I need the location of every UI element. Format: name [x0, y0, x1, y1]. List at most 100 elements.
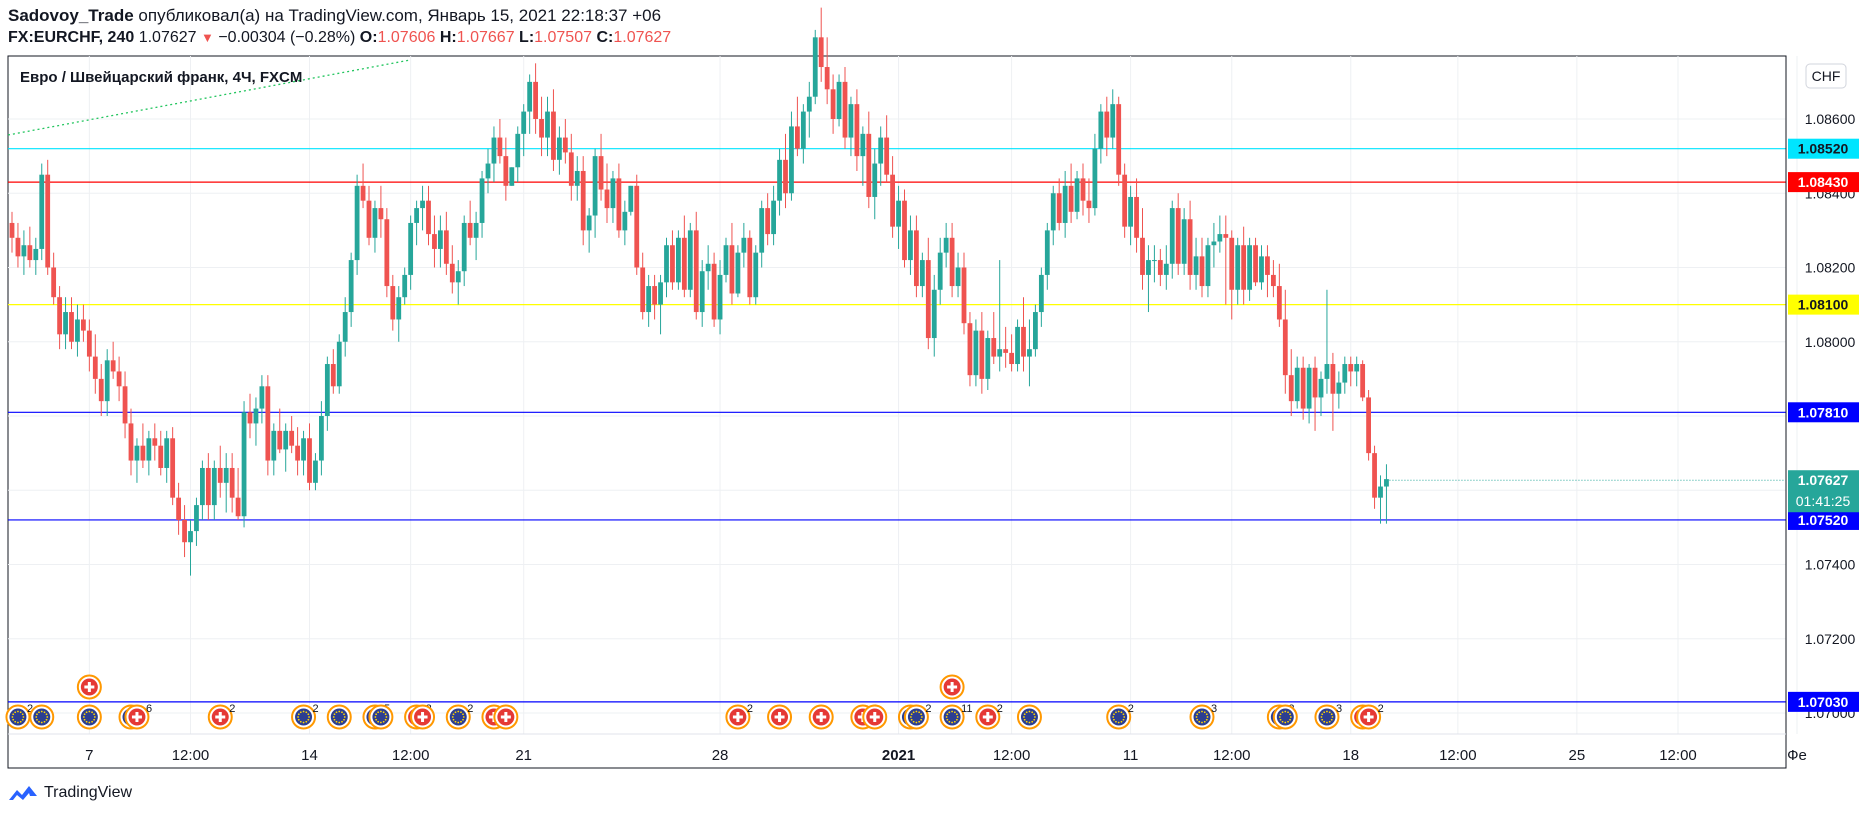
ch-flag-event-icon[interactable]: 2: [975, 703, 1003, 730]
candle-body: [925, 260, 931, 339]
eu-star-dot: [1031, 720, 1034, 723]
candle-body: [128, 423, 134, 461]
ch-flag-event-icon[interactable]: 2: [725, 703, 753, 730]
eu-star-dot: [1201, 710, 1203, 713]
eu-star-dot: [1284, 710, 1287, 713]
eu-flag-event-icon[interactable]: [1016, 704, 1042, 730]
candle-body: [521, 111, 527, 134]
candle-body: [271, 430, 277, 461]
level-price-tag: [1788, 138, 1859, 159]
eu-star-dot: [1195, 716, 1198, 718]
eu-star-dot: [1279, 713, 1282, 716]
candle-body: [1175, 208, 1181, 264]
eu-star-dot: [332, 716, 335, 718]
candle-body: [515, 133, 521, 168]
candle-body: [1288, 375, 1294, 402]
eu-star-dot: [457, 721, 460, 724]
candle-body: [1003, 349, 1009, 353]
eu-star-dot: [382, 711, 385, 714]
footer[interactable]: TradingView: [8, 784, 132, 802]
eu-star-dot: [1281, 720, 1284, 723]
eu-flag-event-icon[interactable]: [326, 704, 352, 730]
level-price-label: 1.07030: [1798, 694, 1849, 710]
ch-flag-event-icon[interactable]: [410, 704, 436, 730]
candle-body: [176, 497, 181, 520]
eu-flag-event-icon[interactable]: 3: [1314, 703, 1342, 730]
candle-body: [491, 137, 497, 164]
author-name[interactable]: Sadovoy_Trade: [8, 6, 134, 25]
open-label: O:: [359, 29, 378, 46]
ch-flag-event-icon[interactable]: [808, 704, 834, 730]
ch-flag-event-icon[interactable]: [493, 704, 519, 730]
candle-body: [57, 297, 62, 335]
ch-flag-event-icon[interactable]: [862, 704, 888, 730]
eu-star-dot: [93, 713, 96, 716]
eu-flag-event-icon[interactable]: 2: [445, 703, 474, 730]
eu-star-dot: [918, 711, 921, 714]
cross-h: [869, 715, 880, 719]
level-price-tag: [1788, 509, 1859, 530]
eu-star-dot: [83, 718, 86, 721]
candle-body: [1104, 111, 1110, 138]
eu-star-dot: [375, 718, 378, 721]
low-value: 1.07507: [534, 29, 592, 46]
price-tick-label: 1.07400: [1805, 557, 1856, 573]
eu-flag-event-icon[interactable]: 3: [1189, 703, 1218, 730]
candle-body: [104, 360, 110, 402]
eu-flag-event-icon[interactable]: [76, 704, 102, 730]
candle-body: [402, 274, 408, 298]
eu-star-dot: [305, 720, 308, 723]
event-count-label: 2: [1378, 703, 1384, 715]
candle-body: [735, 252, 741, 294]
candle-body: [1300, 367, 1306, 409]
ch-flag-event-icon[interactable]: 2: [1356, 703, 1384, 730]
eu-star-dot: [1326, 710, 1328, 713]
eu-flag-event-icon[interactable]: [29, 704, 55, 730]
eu-flag-icon: [372, 708, 390, 726]
candle-body: [1229, 237, 1235, 290]
candle-body: [295, 445, 300, 461]
candle-body: [955, 267, 961, 287]
candle-body: [729, 245, 735, 294]
candle-body: [949, 237, 955, 287]
eu-star-dot: [19, 720, 22, 723]
candle-body: [1312, 367, 1318, 398]
candle-body: [1157, 260, 1163, 275]
cross-h: [215, 715, 226, 719]
eu-flag-event-icon[interactable]: 2: [5, 703, 33, 730]
candle-body: [348, 260, 354, 313]
price-chart[interactable]: 262252223211223232 1.070001.072001.07400…: [0, 0, 1875, 780]
candle-body: [1324, 364, 1330, 379]
candle-body: [509, 167, 515, 186]
cross-h: [131, 715, 142, 719]
economic-events[interactable]: 262252223211223232: [5, 674, 1384, 730]
eu-flag-event-icon[interactable]: [1272, 704, 1298, 730]
eu-flag-event-icon[interactable]: 2: [1106, 703, 1134, 730]
eu-star-dot: [912, 720, 915, 723]
eu-flag-event-icon[interactable]: 11: [939, 703, 973, 730]
ch-flag-event-icon[interactable]: 6: [124, 703, 152, 730]
candle-body: [640, 267, 646, 313]
time-axis[interactable]: 7 12:00 14 12:00 21 28 2021 12:00 11 12:00 18 12:00…: [85, 747, 1807, 764]
level-price-label: 1.08430: [1798, 174, 1849, 190]
high-label: H:: [439, 29, 457, 46]
candle-body: [1122, 174, 1128, 227]
countdown-label: 01:41:25: [1796, 493, 1851, 509]
eu-flag-event-icon[interactable]: 2: [903, 703, 932, 730]
eu-flag-event-icon[interactable]: 2: [291, 703, 319, 730]
ch-flag-event-icon[interactable]: [767, 704, 793, 730]
price-axis[interactable]: 1.070001.072001.074001.076001.078001.080…: [1788, 111, 1859, 721]
eu-star-dot: [1321, 713, 1324, 716]
candle-body: [1384, 479, 1389, 487]
eu-star-dot: [341, 720, 343, 723]
eu-flag-event-icon[interactable]: [368, 704, 394, 730]
candle-body: [188, 531, 193, 543]
ch-flag-event-icon[interactable]: [939, 674, 965, 700]
eu-star-dot: [19, 711, 22, 714]
candle-body: [372, 208, 378, 238]
ch-flag-event-icon[interactable]: [76, 674, 102, 700]
eu-flag-icon: [449, 708, 467, 726]
open-value: 1.07606: [377, 29, 436, 46]
currency-button[interactable]: CHF: [1805, 63, 1847, 89]
ch-flag-event-icon[interactable]: 2: [207, 703, 236, 730]
